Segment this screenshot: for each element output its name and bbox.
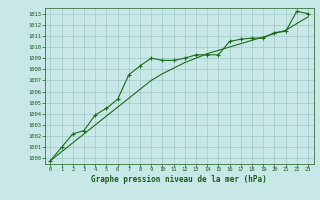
- X-axis label: Graphe pression niveau de la mer (hPa): Graphe pression niveau de la mer (hPa): [91, 175, 267, 184]
